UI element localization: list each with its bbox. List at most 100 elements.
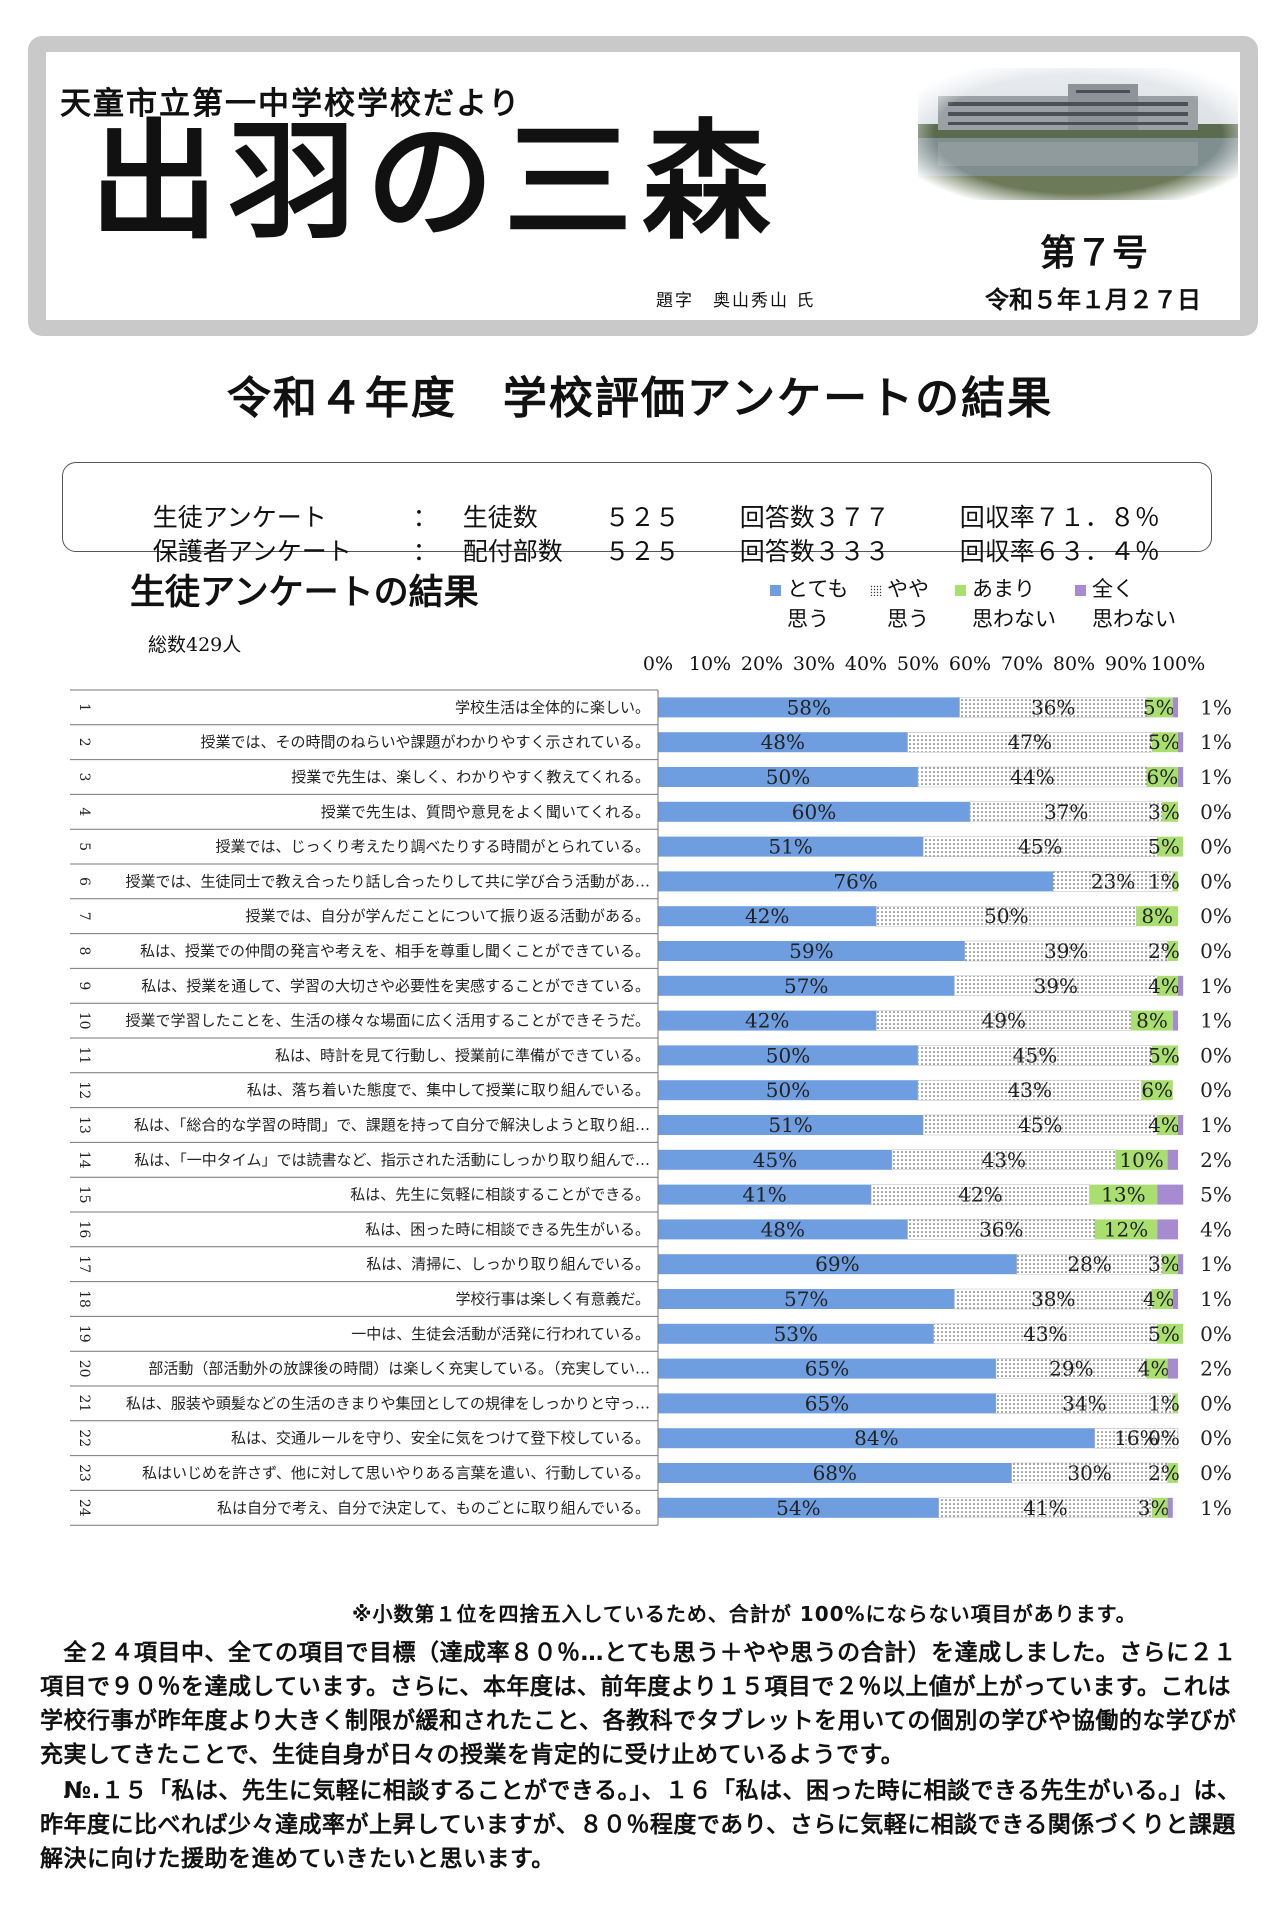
bar-segment [1094, 1427, 1179, 1449]
item-question: 私は、服装や頭髪などの生活のきまりや集団としての規律をしっかりと守っ… [126, 1394, 650, 1412]
data-label: 5% [1148, 730, 1180, 754]
bar-segment [658, 871, 1054, 892]
bar-segment [1115, 1149, 1168, 1170]
legend-item-strongly-disagree: 全く 思わない [1075, 574, 1176, 634]
bar-segment [1089, 1184, 1158, 1205]
bar-segment [658, 1428, 1095, 1449]
data-label: 41% [1023, 1496, 1067, 1520]
legend-swatch [955, 585, 966, 596]
chart-row: 4 授業で先生は、質問や意見をよく聞いてくれる。 60% 37% 3% 0% [70, 793, 1232, 824]
data-label: 48% [761, 730, 805, 754]
item-question: 授業では、生徒同士で教え合ったり話し合ったりして共に学び合う活動があ… [125, 872, 650, 890]
data-label: 50% [766, 1078, 810, 1102]
data-label: 2% [1148, 1461, 1180, 1485]
data-label: 1% [1200, 1009, 1232, 1033]
x-tick-label: 80% [1053, 653, 1095, 675]
bar-segment [1136, 906, 1178, 927]
bar-segment [1178, 767, 1184, 787]
bar-segment [658, 1358, 996, 1379]
chart-row: 8 私は、授業での仲間の発言や考えを、相手を尊重し聞くことができている。 59% 39… [70, 933, 1232, 963]
bar-segment [658, 836, 924, 857]
item-number: 5 [76, 842, 92, 851]
bar-segment [1152, 1045, 1178, 1066]
bar-segment [907, 1219, 1096, 1240]
item-number: 24 [76, 1499, 92, 1517]
chart-row: 11 私は、時計を見て行動し、授業前に準備ができている。 50% 45% 5% 0% [70, 1037, 1232, 1067]
data-label: 0% [1148, 1426, 1180, 1450]
bar-segment [1162, 1254, 1178, 1275]
chart-row: 15 私は、先生に気軽に相談することができる。 41% 42% 13% 5% [70, 1176, 1232, 1207]
data-label: 1% [1200, 1287, 1232, 1311]
legend-item-strongly-agree: とても 思う [770, 574, 848, 634]
chart-title: 生徒アンケートの結果 [130, 573, 479, 613]
bar-segment [1146, 767, 1178, 787]
data-label: 45% [753, 1148, 797, 1172]
x-tick-label: 60% [949, 653, 991, 675]
data-label: 5% [1143, 695, 1175, 719]
bar-segment [1162, 801, 1178, 822]
chart-row: 3 授業で先生は、楽しく、わかりやすく教えてくれる。 50% 44% 6% 1% [70, 759, 1232, 789]
data-label: 42% [745, 904, 789, 928]
survey-info-row-students: 生徒アンケート：生徒数 ５２５ 回答数３７７ 回収率７１．８％ [152, 503, 1160, 532]
data-label: 43% [982, 1148, 1026, 1172]
data-label: 0% [1200, 939, 1232, 963]
chart-row: 6 授業では、生徒同士で教え合ったり話し合ったりして共に学び合う活動があ… 76% 2… [70, 863, 1232, 893]
data-label: 45% [1018, 1113, 1062, 1137]
data-label: 42% [745, 1009, 789, 1033]
data-label: 28% [1067, 1252, 1111, 1276]
bar-segment [1157, 836, 1184, 857]
data-label: 1% [1148, 869, 1180, 893]
data-label: 5% [1148, 1043, 1180, 1067]
data-label: 60% [792, 800, 836, 824]
bar-segment [1094, 1219, 1158, 1240]
chart-row: 14 私は、「一中タイム」では読書など、指示された活動にしっかり取り組んで… 45%… [70, 1141, 1232, 1172]
item-number: 15 [76, 1186, 92, 1204]
data-label: 34% [1062, 1391, 1106, 1415]
bar-segment [1152, 732, 1178, 753]
x-tick-label: 0% [643, 653, 673, 675]
data-label: 49% [982, 1009, 1026, 1033]
item-number: 13 [76, 1116, 92, 1134]
data-label: 4% [1148, 974, 1180, 998]
data-label: 1% [1200, 730, 1232, 754]
item-number: 12 [76, 1081, 92, 1099]
data-label: 1% [1200, 974, 1232, 998]
item-number: 11 [76, 1046, 92, 1064]
legend-swatch [770, 585, 781, 596]
item-question: 私は、落ち着いた態度で、集中して授業に取り組んでいる。 [247, 1081, 650, 1099]
data-label: 0% [1200, 1391, 1232, 1415]
data-label: 1% [1200, 1113, 1232, 1137]
bar-segment [658, 1184, 872, 1205]
data-label: 1% [1200, 765, 1232, 789]
item-question: 一中は、生徒会活動が活発に行われている。 [351, 1325, 650, 1343]
item-number: 23 [76, 1464, 92, 1482]
data-label: 43% [1008, 1078, 1052, 1102]
item-number: 1 [76, 703, 92, 712]
data-label: 3% [1138, 1496, 1170, 1520]
school-name: 天童市立第一中学校学校だより [60, 86, 522, 122]
item-question: 私は自分で考え、自分で決定して、ものごとに取り組んでいる。 [217, 1499, 650, 1517]
bar-segment [658, 1115, 924, 1135]
chart-row: 1 学校生活は全体的に楽しい。 58% 36% 5% 1% [70, 689, 1232, 719]
bar-segment [1172, 697, 1178, 718]
data-label: 50% [766, 765, 810, 789]
x-tick-label: 100% [1151, 653, 1205, 675]
x-tick-label: 40% [845, 653, 887, 675]
bar-segment [1052, 871, 1174, 892]
data-label: 41% [742, 1183, 786, 1207]
bar-segment [1167, 1149, 1178, 1170]
data-label: 68% [813, 1461, 857, 1485]
data-label: 1% [1148, 1391, 1180, 1415]
item-number: 17 [76, 1255, 92, 1273]
data-label: 45% [1018, 835, 1062, 859]
data-label: 36% [1031, 695, 1075, 719]
calligrapher-credit: 題字 奥山秀山 氏 [656, 291, 816, 311]
data-label: 0% [1200, 1078, 1232, 1102]
chart-row: 23 私はいじめを許さず、他に対して思いやりある言葉を遣い、行動している。 68% 3… [70, 1455, 1232, 1485]
bar-segment [658, 732, 908, 753]
issue-date: 令和５年１月２７日 [985, 286, 1201, 314]
item-question: 授業では、自分が学んだことについて振り返る活動がある。 [245, 907, 650, 925]
chart-row: 24 私は自分で考え、自分で決定して、ものごとに取り組んでいる。 54% 41% 3% 1… [70, 1489, 1232, 1526]
chart-row: 12 私は、落ち着いた態度で、集中して授業に取り組んでいる。 50% 43% 6% 0% [70, 1072, 1232, 1102]
data-label: 4% [1148, 1113, 1180, 1137]
